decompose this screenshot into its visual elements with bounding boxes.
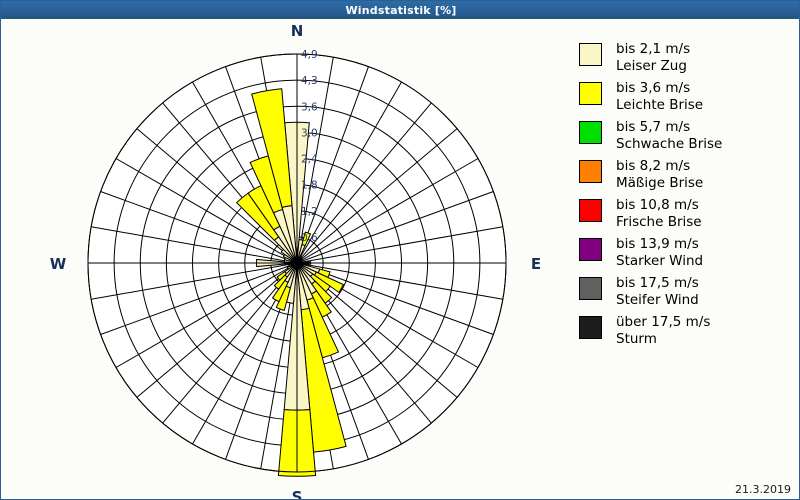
legend-item: über 17,5 m/s Sturm: [579, 314, 789, 348]
grid-spoke: [100, 191, 298, 264]
window-title: Windstatistik [%]: [345, 3, 457, 17]
radial-tick-label: 1,2: [301, 206, 318, 218]
grid-spoke: [296, 191, 494, 264]
legend-item: bis 5,7 m/s Schwache Brise: [579, 119, 789, 153]
grid-spoke: [296, 226, 503, 264]
wind-rose-sector: [275, 285, 291, 311]
legend-color-swatch: [579, 238, 602, 261]
radial-tick-label: 0,6: [301, 232, 318, 244]
compass-label-w: W: [50, 255, 67, 273]
legend-item: bis 8,2 m/s Mäßige Brise: [579, 158, 789, 192]
legend-color-swatch: [579, 43, 602, 66]
grid-spoke: [91, 262, 298, 300]
legend-label: über 17,5 m/s Sturm: [616, 314, 710, 348]
grid-spoke: [296, 262, 503, 300]
wind-rose-sector: [276, 270, 288, 281]
wind-rose-svg: 0,6 1,2 1,8 2,4 3,0 3,6 4,3 4,9 N S W E: [50, 22, 541, 500]
grid-spoke: [100, 262, 298, 335]
date-stamp: 21.3.2019: [735, 483, 791, 496]
compass-label-s: S: [292, 488, 303, 500]
axis-labels: 0,6 1,2 1,8 2,4 3,0 3,6 4,3 4,9 N S W E: [50, 22, 541, 500]
legend-beaufort-name: Leichte Brise: [616, 97, 704, 113]
radial-tick-label: 3,6: [301, 101, 318, 113]
grid-spoke: [296, 158, 479, 264]
legend-beaufort-name: Schwache Brise: [616, 136, 723, 152]
radial-tick-label: 2,4: [301, 154, 318, 166]
wind-rose-sector: [271, 279, 289, 303]
legend-item: bis 13,9 m/s Starker Wind: [579, 236, 789, 270]
legend-speed-range: bis 3,6 m/s: [616, 80, 691, 96]
legend-color-swatch: [579, 277, 602, 300]
legend-speed-range: bis 10,8 m/s: [616, 197, 699, 213]
radial-tick-label: 1,8: [301, 180, 318, 192]
radial-tick-label: 4,3: [301, 75, 318, 87]
legend-speed-range: über 17,5 m/s: [616, 314, 711, 330]
legend-speed-range: bis 5,7 m/s: [616, 119, 691, 135]
legend-item: bis 17,5 m/s Steifer Wind: [579, 275, 789, 309]
legend-color-swatch: [579, 316, 602, 339]
legend-beaufort-name: Mäßige Brise: [616, 175, 704, 191]
legend-label: bis 2,1 m/s Leiser Zug: [616, 41, 690, 75]
legend-item: bis 2,1 m/s Leiser Zug: [579, 41, 789, 75]
grid-spoke: [115, 262, 298, 368]
legend-speed-range: bis 13,9 m/s: [616, 236, 699, 252]
grid-spoke: [296, 81, 402, 264]
compass-label-e: E: [531, 255, 541, 273]
legend-label: bis 3,6 m/s Leichte Brise: [616, 80, 703, 114]
grid-spoke: [136, 262, 298, 398]
legend-label: bis 17,5 m/s Steifer Wind: [616, 275, 699, 309]
wind-rose-sector: [301, 231, 312, 247]
legend-beaufort-name: Steifer Wind: [616, 292, 699, 308]
legend-item: bis 10,8 m/s Frische Brise: [579, 197, 789, 231]
grid-spoke: [296, 66, 369, 264]
polar-grid-top: [87, 53, 507, 473]
wind-rose-sector: [273, 274, 288, 290]
grid-spoke: [115, 158, 298, 264]
legend-beaufort-name: Starker Wind: [616, 253, 704, 269]
grid-spoke: [296, 128, 458, 264]
grid-spoke: [296, 57, 334, 264]
wind-rose-plot: 0,6 1,2 1,8 2,4 3,0 3,6 4,3 4,9 N S W E: [1, 19, 561, 500]
wind-rose-sector: [251, 88, 293, 208]
legend-label: bis 10,8 m/s Frische Brise: [616, 197, 702, 231]
legend-beaufort-name: Sturm: [616, 331, 657, 347]
legend-speed-range: bis 8,2 m/s: [616, 158, 691, 174]
legend-label: bis 5,7 m/s Schwache Brise: [616, 119, 722, 153]
radial-tick-label: 3,0: [301, 127, 318, 139]
legend-color-swatch: [579, 199, 602, 222]
window-titlebar: Windstatistik [%]: [1, 1, 799, 19]
legend-label: bis 8,2 m/s Mäßige Brise: [616, 158, 703, 192]
legend-beaufort-name: Frische Brise: [616, 214, 702, 230]
compass-label-n: N: [291, 22, 304, 40]
legend-color-swatch: [579, 121, 602, 144]
grid-spoke: [136, 128, 298, 264]
legend-speed-range: bis 2,1 m/s: [616, 41, 691, 57]
grid-spoke: [296, 262, 494, 335]
grid-spoke: [296, 102, 432, 264]
radial-tick-label: 4,9: [301, 49, 318, 61]
grid-spoke: [162, 262, 298, 424]
legend-speed-range: bis 17,5 m/s: [616, 275, 699, 291]
legend-color-swatch: [579, 160, 602, 183]
legend-beaufort-name: Leiser Zug: [616, 58, 687, 74]
legend-color-swatch: [579, 82, 602, 105]
legend-label: bis 13,9 m/s Starker Wind: [616, 236, 703, 270]
legend-item: bis 3,6 m/s Leichte Brise: [579, 80, 789, 114]
grid-spoke: [91, 226, 298, 264]
legend: bis 2,1 m/s Leiser Zug bis 3,6 m/s Leichte …: [579, 41, 789, 353]
wind-rose-sector: [313, 271, 345, 294]
